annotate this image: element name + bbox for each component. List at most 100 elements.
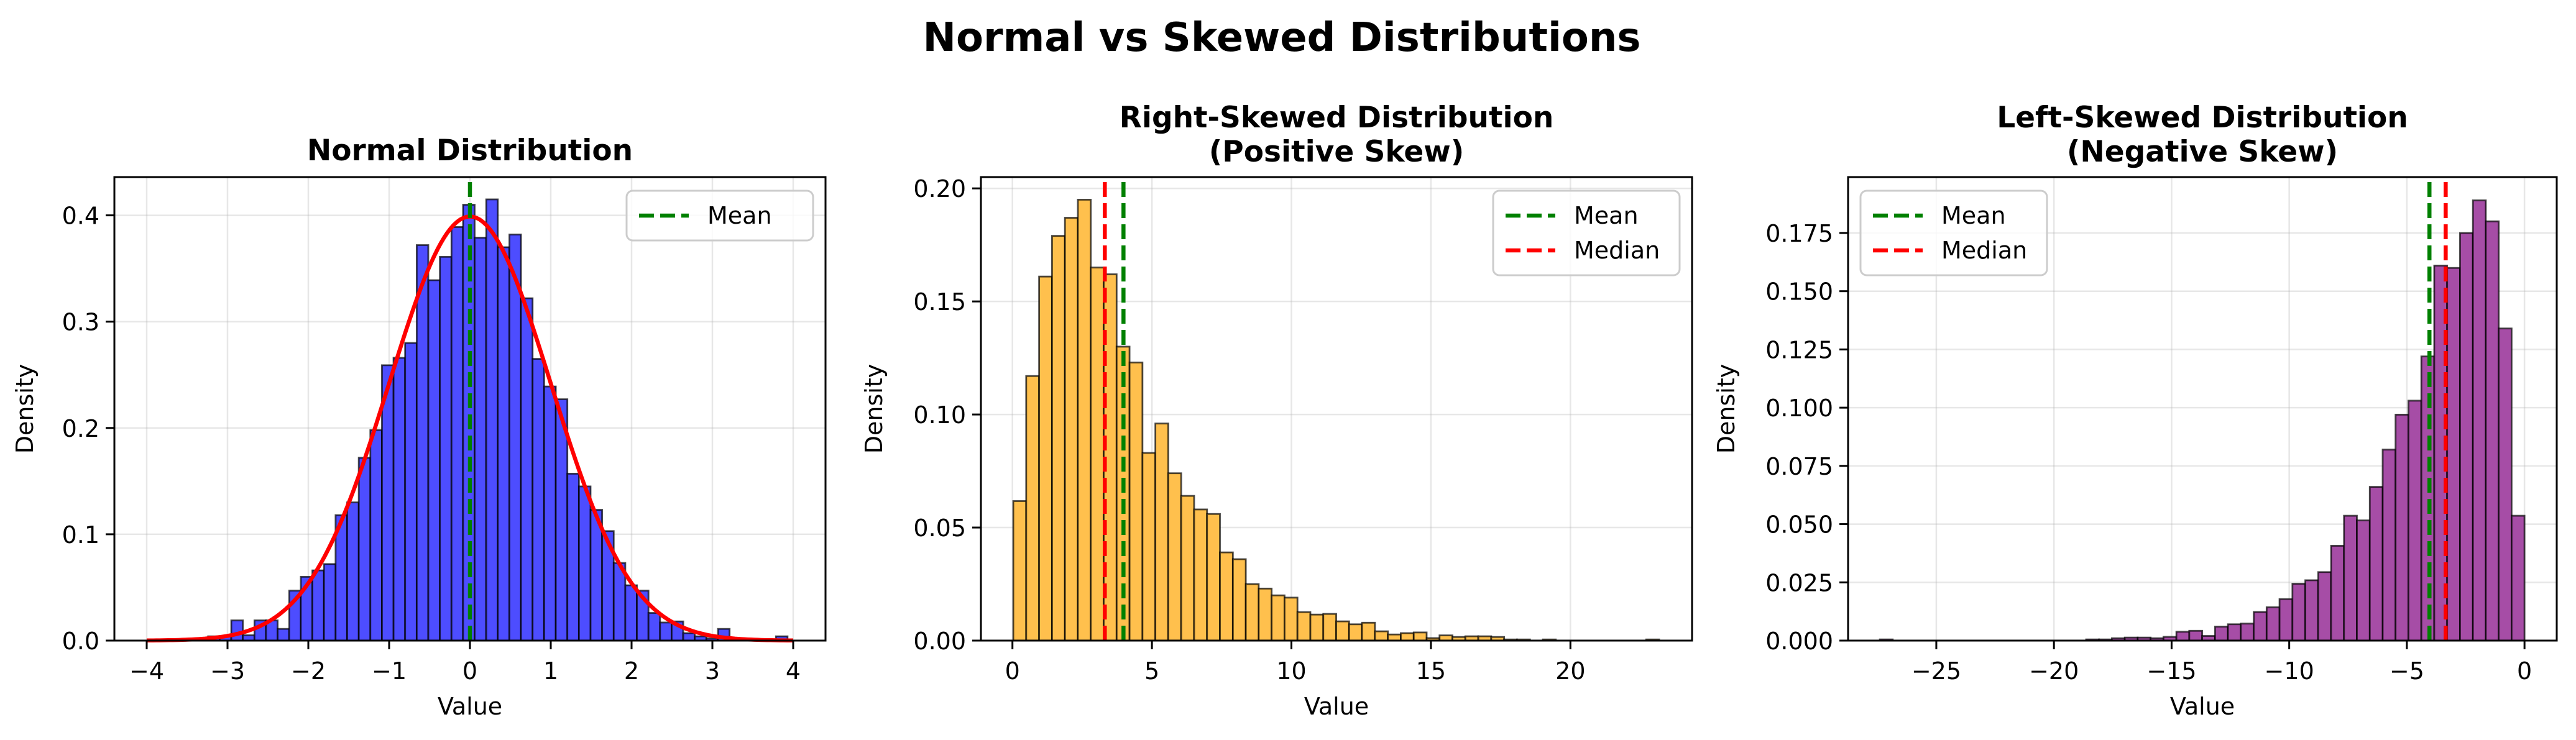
histogram-bar — [2408, 400, 2422, 642]
y-tick-label: 0.0 — [62, 628, 99, 655]
histogram-bar — [659, 621, 673, 642]
legend: Mean — [625, 190, 814, 242]
histogram-bar — [1348, 623, 1363, 642]
x-tick-label: 0 — [2517, 657, 2532, 685]
x-axis-label: Value — [2170, 693, 2235, 720]
y-tick-label: 0.20 — [913, 175, 966, 203]
axes-frame — [980, 176, 1693, 642]
y-tick-label: 0.150 — [1765, 278, 1833, 306]
histogram-bar — [1077, 198, 1092, 642]
histogram-bar — [427, 279, 441, 642]
legend-label: Mean — [1941, 202, 2006, 229]
histogram-bar — [2304, 579, 2319, 642]
histogram-bar — [485, 198, 499, 642]
histogram-bar — [1180, 495, 1195, 642]
y-tick-label: 0.100 — [1765, 395, 1833, 422]
histogram-bar — [392, 357, 407, 642]
histogram-bar — [1309, 613, 1325, 642]
x-tick-label: 4 — [786, 657, 801, 685]
legend-label: Median — [1941, 237, 2027, 264]
histogram-bar — [323, 563, 337, 642]
y-tick-label: 0.05 — [913, 514, 966, 542]
histogram-bar — [2278, 598, 2294, 642]
histogram-bar — [2240, 623, 2255, 642]
histogram-bar — [543, 385, 557, 642]
histogram-bar — [1296, 611, 1312, 642]
y-tick-label: 0.125 — [1765, 336, 1833, 363]
x-tick-label: 15 — [1416, 657, 1446, 685]
x-tick-label: −2 — [291, 657, 326, 685]
x-tick-label: −5 — [2390, 657, 2424, 685]
histogram-bar — [520, 297, 534, 642]
figure-title: Normal vs Skewed Distributions — [922, 15, 1640, 61]
histogram-bar — [357, 457, 372, 642]
x-axis-label: Value — [1304, 693, 1369, 720]
y-tick-label: 0.4 — [62, 203, 99, 230]
legend-label: Mean — [1574, 202, 1639, 229]
y-tick-label: 0.2 — [62, 415, 99, 442]
y-tick-label: 0.1 — [62, 521, 99, 549]
x-tick-label: 2 — [624, 657, 639, 685]
y-tick-label: 0.050 — [1765, 511, 1833, 539]
histogram-bar — [1206, 513, 1221, 642]
histogram-bar — [1374, 630, 1389, 642]
y-tick-label: 0.00 — [913, 628, 966, 655]
panel-title: Normal Distribution — [307, 134, 633, 168]
histogram-bar — [404, 342, 418, 642]
histogram-bar — [2368, 486, 2384, 642]
x-tick-label: −15 — [2146, 657, 2196, 685]
histogram-bar — [1090, 267, 1105, 642]
x-tick-label: −20 — [2029, 657, 2079, 685]
legend-label: Mean — [707, 202, 772, 229]
histogram-bar — [2356, 519, 2371, 642]
histogram-bar — [531, 358, 545, 642]
histogram-bar — [1141, 452, 1157, 642]
histogram-bar — [1412, 631, 1428, 642]
histogram-bar — [2459, 232, 2474, 642]
panel-title: Left-Skewed Distribution — [1997, 101, 2408, 135]
legend: Mean Median — [1492, 190, 1681, 276]
x-tick-label: 20 — [1555, 657, 1585, 685]
panel-left-skewed: −25 −20 −15 −10 −5 0 0.000 0.025 0.050 0.075 0.100… — [1713, 101, 2558, 720]
legend-box — [1859, 190, 2048, 276]
histogram-bar — [311, 569, 325, 642]
x-tick-label: −1 — [372, 657, 407, 685]
histogram-bar — [2253, 611, 2268, 642]
histogram-bar — [450, 226, 464, 642]
histogram-bar — [647, 612, 661, 642]
x-tick-label: 0 — [462, 657, 477, 685]
histogram-bar — [2214, 626, 2229, 642]
histogram-bar — [1219, 551, 1234, 642]
histogram-bar — [1154, 423, 1169, 642]
histogram-bar — [2317, 571, 2332, 642]
y-tick-label: 0.10 — [913, 401, 966, 429]
histogram-bar — [1038, 275, 1053, 642]
histogram-bar — [1361, 621, 1376, 642]
panel-title: (Positive Skew) — [1209, 135, 1464, 169]
legend-box — [1492, 190, 1681, 276]
histogram-bar — [2485, 220, 2500, 642]
histogram-bar — [2343, 514, 2358, 642]
histogram-bar — [474, 237, 487, 642]
y-tick-label: 0.075 — [1765, 453, 1833, 480]
legend-box — [625, 190, 814, 242]
histogram-bar — [2381, 449, 2397, 642]
histogram-bar — [1193, 508, 1208, 642]
y-tick-label: 0.175 — [1765, 220, 1833, 247]
histogram-bar — [508, 233, 522, 642]
x-tick-label: 5 — [1144, 657, 1159, 685]
histogram-bar — [346, 501, 360, 642]
x-tick-label: 1 — [543, 657, 558, 685]
histogram-bar — [1335, 620, 1350, 642]
y-tick-label: 0.15 — [913, 288, 966, 316]
panel-title: (Negative Skew) — [2067, 135, 2338, 169]
histogram-bar — [1258, 587, 1273, 642]
histogram-bar — [577, 485, 592, 642]
x-tick-label: −10 — [2265, 657, 2314, 685]
histogram-bar — [2498, 327, 2513, 642]
histogram-bar — [439, 255, 453, 642]
panel-normal: −4 −3 −2 −1 0 1 2 3 4 0.0 0.1 0.2 0.3 0.4 Value Density… — [11, 134, 827, 720]
y-axis-label: Density — [860, 364, 888, 454]
histogram-bar — [1400, 632, 1415, 642]
